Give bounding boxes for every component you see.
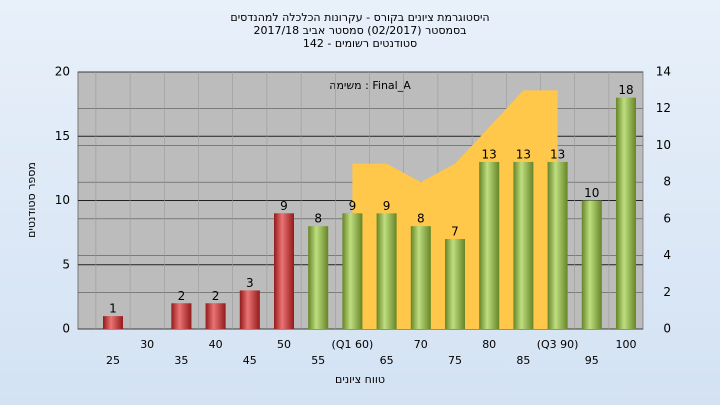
data-label: 9 — [383, 199, 391, 213]
bar-shade — [445, 239, 465, 329]
x-tick-label: 95 — [585, 354, 599, 367]
data-label: 9 — [280, 199, 288, 213]
area — [352, 90, 558, 329]
bar-shade — [342, 213, 363, 329]
y2-tick-label: 14 — [656, 65, 671, 79]
annotation: משימה : Final_A — [329, 79, 411, 92]
data-label: 2 — [178, 289, 186, 303]
bar-shade — [410, 226, 431, 329]
bar-shade — [205, 303, 226, 329]
bar-shade — [103, 316, 123, 329]
x-tick-label: 30 — [140, 338, 154, 351]
bar-group — [616, 97, 636, 329]
title-line: סטודנטים רשומים - 142 — [303, 37, 417, 50]
bar-shade — [581, 200, 602, 329]
x-tick-label: 55 — [311, 354, 325, 367]
bar-group — [513, 161, 534, 329]
bar-group — [171, 303, 192, 329]
data-label: 8 — [417, 212, 425, 226]
data-label: 9 — [349, 199, 357, 213]
y2-tick-label: 8 — [663, 175, 671, 189]
y-tick-label: 5 — [62, 257, 70, 271]
x-tick-label: 50 — [277, 338, 291, 351]
bar-shade — [547, 161, 568, 329]
bar-group — [308, 226, 329, 329]
x-tick-label: (Q3 90) — [537, 338, 579, 351]
bar-group — [274, 213, 294, 329]
x-tick-label: 100 — [616, 338, 637, 351]
y-tick-label: 10 — [55, 193, 70, 207]
bar-group — [205, 303, 226, 329]
x-tick-label: 80 — [482, 338, 496, 351]
bar-shade — [376, 213, 397, 329]
y-axis-label: מספר סטודנטים — [25, 162, 38, 238]
x-tick-label: 70 — [414, 338, 428, 351]
x-tick-label: 25 — [106, 354, 120, 367]
bar-shade — [239, 290, 260, 329]
title-line: היסטוגרמת ציונים בקורס - עקרונות הכלכלה … — [230, 11, 489, 24]
data-label: 1 — [109, 302, 117, 316]
bar-group — [547, 161, 568, 329]
data-label: 13 — [482, 147, 497, 161]
y-tick-label: 20 — [55, 65, 70, 79]
y-tick-label: 0 — [62, 322, 70, 336]
bar-group — [479, 161, 500, 329]
x-tick-label: 65 — [380, 354, 394, 367]
y2-tick-label: 4 — [663, 248, 671, 262]
data-label: 7 — [451, 225, 459, 239]
x-tick-label: 40 — [209, 338, 223, 351]
bar-group — [376, 213, 397, 329]
bar-shade — [171, 303, 192, 329]
data-label: 10 — [584, 186, 599, 200]
data-label: 3 — [246, 276, 254, 290]
y-tick-label: 15 — [55, 129, 70, 143]
y2-tick-label: 10 — [656, 138, 671, 152]
bar-shade — [308, 226, 329, 329]
data-label: 13 — [550, 147, 565, 161]
x-tick-label: 85 — [516, 354, 530, 367]
data-label: 2 — [212, 289, 220, 303]
bar-group — [445, 239, 465, 329]
data-label: 8 — [314, 212, 322, 226]
bar-group — [342, 213, 363, 329]
bar-group — [410, 226, 431, 329]
x-tick-label: 75 — [448, 354, 462, 367]
data-label: 13 — [516, 147, 531, 161]
y2-tick-label: 6 — [663, 211, 671, 225]
x-tick-label: (Q1 60) — [332, 338, 374, 351]
bar-shade — [479, 161, 500, 329]
bar-group — [103, 316, 123, 329]
title-line: בסמסטר (02/2017) סמסטר אביב 2017/18 — [253, 24, 466, 37]
bar-group — [239, 290, 260, 329]
x-tick-label: 45 — [243, 354, 257, 367]
bar-shade — [616, 97, 636, 329]
y2-tick-label: 2 — [663, 285, 671, 299]
data-label: 18 — [618, 83, 633, 97]
y2-tick-label: 12 — [656, 101, 671, 115]
y2-tick-label: 0 — [663, 322, 671, 336]
bar-group — [581, 200, 602, 329]
bar-shade — [513, 161, 534, 329]
x-axis-label: טווח ציונים — [335, 373, 385, 386]
x-tick-label: 35 — [174, 354, 188, 367]
bar-shade — [274, 213, 294, 329]
